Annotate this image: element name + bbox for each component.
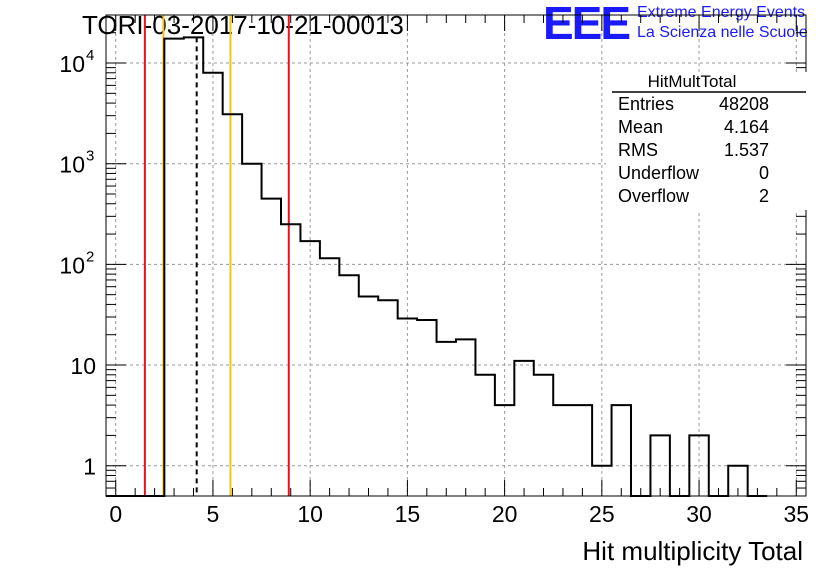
stats-label: Overflow [618,186,690,206]
stats-value: 1.537 [724,140,769,160]
x-tick-label: 0 [109,501,122,527]
x-tick-labels: 0 5 10 15 20 25 30 35 [109,501,809,527]
x-axis-title: Hit multiplicity Total [582,536,803,566]
y-tick-label: 10 [70,353,96,379]
y-tick-exponent: 3 [86,148,94,165]
axis-ticks [106,14,806,497]
y-tick-exponent: 2 [86,248,94,265]
stats-label: Entries [618,94,674,114]
y-tick-exponent: 4 [86,47,94,64]
eee-logo: EEE [543,0,631,49]
x-tick-label: 5 [207,501,220,527]
stats-label: RMS [618,140,658,160]
stats-value: 48208 [719,94,769,114]
y-tick-label: 10 [59,51,85,77]
logo-caption-2: La Scienza nelle Scuole [637,24,808,41]
stats-label: Underflow [618,163,700,183]
x-tick-label: 25 [589,501,615,527]
stats-box: HitMultTotal Entries 48208 Mean 4.164 RMS 1.5… [606,72,808,210]
plot-frame [105,14,807,497]
y-tick-label: 1 [83,454,96,480]
x-tick-label: 20 [492,501,518,527]
x-tick-label: 30 [686,501,712,527]
x-tick-label: 35 [783,501,809,527]
marker-lines [143,15,290,496]
logo-caption-1: Extreme Energy Events [637,4,806,21]
stats-title: HitMultTotal [648,72,737,91]
stats-value: 0 [759,163,769,183]
histogram-outline [106,36,768,497]
x-tick-label: 10 [297,501,323,527]
stats-label: Mean [618,117,663,137]
y-tick-label: 10 [59,152,85,178]
stats-value: 2 [759,186,769,206]
y-tick-label: 10 [59,252,85,278]
x-tick-label: 15 [395,501,421,527]
stats-value: 4.164 [724,117,769,137]
